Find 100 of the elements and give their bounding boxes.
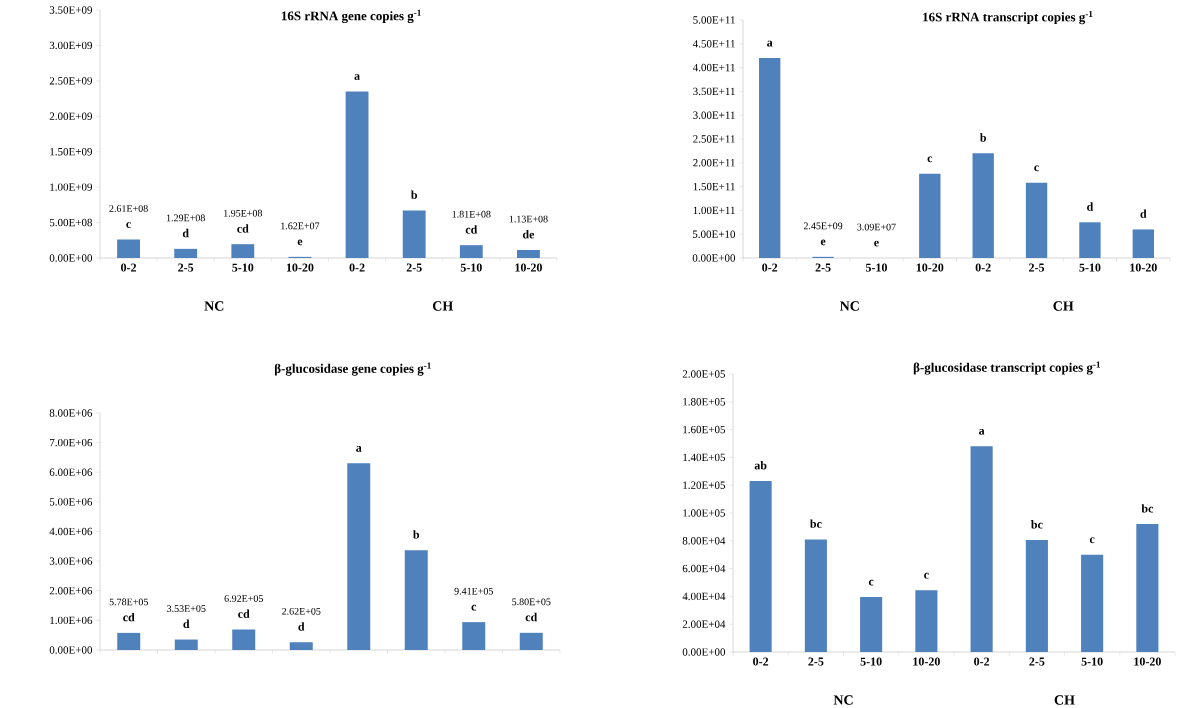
annotation: d bbox=[1140, 209, 1147, 218]
y-tick-label: 2.50E+11 bbox=[693, 135, 735, 143]
bar bbox=[1136, 524, 1159, 652]
annotation: c bbox=[1089, 537, 1095, 544]
bar bbox=[174, 639, 198, 650]
bar bbox=[860, 597, 883, 652]
x-tick-label: 5-10 bbox=[232, 263, 254, 272]
y-tick-label: 5.00E+06 bbox=[49, 498, 93, 506]
y-tick-label: 1.00E+05 bbox=[683, 509, 726, 517]
annotation: d bbox=[182, 228, 189, 238]
annotation: a bbox=[356, 446, 362, 452]
annotation: a bbox=[979, 428, 985, 435]
x-tick-label: 10-20 bbox=[913, 657, 940, 666]
y-tick-label: 0.00E+00 bbox=[49, 646, 93, 654]
bar bbox=[289, 642, 313, 650]
bar bbox=[1079, 222, 1101, 258]
annotation: d bbox=[183, 619, 190, 628]
y-tick-label: 4.50E+11 bbox=[692, 40, 735, 48]
y-tick-label: 1.50E+09 bbox=[50, 147, 93, 156]
annotation: c bbox=[868, 579, 874, 586]
bar bbox=[117, 239, 140, 258]
y-tick-label: 2.00E+11 bbox=[693, 159, 735, 167]
annotation: d bbox=[298, 622, 305, 631]
annotation: e bbox=[297, 239, 303, 246]
text: CH bbox=[1053, 301, 1074, 311]
annotation: e bbox=[820, 239, 826, 246]
bar bbox=[519, 632, 543, 650]
data-label: 9.41E+05 bbox=[454, 587, 493, 595]
annotation: ab bbox=[754, 461, 767, 470]
bar bbox=[804, 539, 827, 652]
y-tick-label: 6.00E+06 bbox=[49, 468, 93, 476]
data-label: 1.29E+08 bbox=[166, 214, 205, 222]
data-label: 2.61E+08 bbox=[109, 205, 148, 212]
x-tick-label: 2-5 bbox=[808, 657, 824, 666]
annotation: b bbox=[413, 530, 420, 539]
y-tick-label: 4.00E+06 bbox=[49, 527, 93, 536]
annotation: cd bbox=[238, 609, 250, 618]
bar bbox=[117, 632, 141, 650]
y-tick-label: 2.00E+04 bbox=[682, 620, 726, 628]
y-tick-label: 1.00E+09 bbox=[50, 183, 93, 191]
annotation: bc bbox=[1141, 504, 1154, 513]
bar bbox=[759, 58, 781, 258]
text: CH bbox=[432, 301, 454, 311]
y-tick-label: 3.50E+11 bbox=[693, 87, 735, 96]
bar bbox=[1081, 554, 1104, 652]
y-tick-label: 5.00E+08 bbox=[49, 218, 93, 227]
x-tick-label: 0-2 bbox=[974, 657, 990, 666]
annotation: cd bbox=[525, 612, 538, 622]
x-tick-label: 5-10 bbox=[460, 263, 482, 272]
y-tick-label: 4.00E+04 bbox=[682, 592, 726, 601]
x-tick-label: 2-5 bbox=[815, 263, 831, 272]
y-tick-label: 4.00E+11 bbox=[692, 63, 735, 72]
text: CH bbox=[1054, 695, 1075, 705]
annotation: de bbox=[522, 229, 535, 239]
y-tick-label: 5.00E+10 bbox=[692, 230, 736, 238]
x-tick-label: 0-2 bbox=[753, 657, 769, 666]
x-tick-label: 10-20 bbox=[916, 263, 944, 272]
y-tick-label: 1.80E+05 bbox=[683, 398, 726, 406]
y-tick-label: 3.00E+11 bbox=[693, 111, 735, 119]
y-tick-label: 1.00E+06 bbox=[50, 616, 93, 625]
annotation: e bbox=[874, 240, 879, 247]
annotation: c bbox=[927, 156, 933, 163]
text: NC bbox=[839, 301, 859, 311]
annotation: d bbox=[1087, 202, 1094, 211]
annotation: b bbox=[980, 133, 987, 142]
x-tick-label: 5-10 bbox=[865, 263, 887, 272]
annotation: c bbox=[471, 604, 477, 611]
x-tick-label: 5-10 bbox=[860, 657, 882, 666]
data-label: 5.80E+05 bbox=[512, 598, 551, 606]
bar bbox=[345, 91, 369, 258]
y-tick-label: 2.00E+05 bbox=[682, 370, 726, 378]
bar bbox=[970, 446, 993, 652]
data-label: 2.62E+05 bbox=[282, 607, 321, 615]
bar bbox=[972, 153, 994, 258]
y-tick-label: 3.00E+09 bbox=[49, 41, 93, 50]
y-tick-label: 1.50E+11 bbox=[693, 182, 735, 191]
y-tick-label: 1.20E+05 bbox=[683, 481, 726, 489]
text: NC bbox=[833, 695, 853, 705]
bar bbox=[347, 463, 371, 650]
x-tick-label: 5-10 bbox=[1081, 657, 1103, 666]
bar bbox=[232, 629, 256, 650]
bar bbox=[462, 622, 486, 650]
annotation: bc bbox=[1031, 520, 1043, 529]
y-tick-label: 7.00E+06 bbox=[50, 438, 93, 447]
y-tick-label: 1.40E+05 bbox=[683, 453, 726, 462]
x-tick-label: 5-10 bbox=[1079, 263, 1101, 272]
annotation: cd bbox=[465, 225, 478, 234]
text: NC bbox=[204, 301, 224, 311]
x-tick-label: 2-5 bbox=[1029, 657, 1045, 666]
bar bbox=[919, 173, 941, 258]
y-tick-label: 0.00E+00 bbox=[692, 254, 736, 262]
x-tick-label: 0-2 bbox=[121, 263, 137, 272]
data-label: 1.13E+08 bbox=[509, 215, 548, 223]
data-label: 6.92E+05 bbox=[224, 595, 263, 602]
y-tick-label: 1.60E+05 bbox=[683, 425, 726, 434]
data-label: 2.45E+09 bbox=[803, 222, 843, 230]
chart-title: β-glucosidase gene copies g$^{-1}$ bbox=[274, 362, 431, 376]
y-tick-label: 6.00E+04 bbox=[682, 564, 726, 573]
bar bbox=[174, 248, 198, 258]
chart-title: 16S rRNA transcript copies g$^{-1}$ bbox=[923, 10, 1093, 25]
